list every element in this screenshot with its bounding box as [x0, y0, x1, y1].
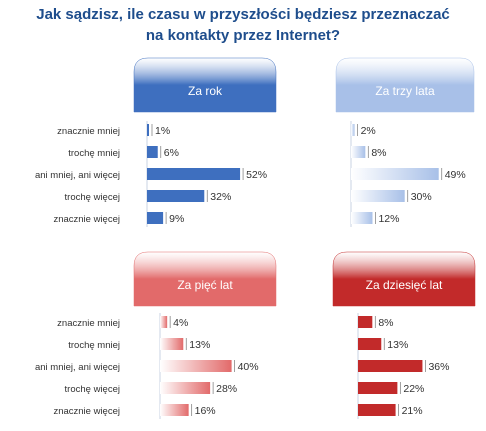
- chart-title-line2: na kontakty przez Internet?: [145, 27, 341, 44]
- bar-troche-wiecej: [147, 190, 205, 202]
- bar-znacznie-wiecej: [160, 404, 189, 416]
- panel-title-za-trzy-lata: Za trzy lata: [375, 84, 435, 98]
- panel-za-trzy-lata: Za trzy lata 2% 8% 49% 30% 12%: [335, 57, 475, 227]
- bar-znacznie-mniej: [147, 124, 149, 136]
- chart-title-line1: Jak sądzisz, ile czasu w przyszłości będ…: [36, 6, 450, 23]
- value-label: 40%: [238, 361, 259, 373]
- panel-header-za-rok: [133, 57, 277, 113]
- bar-znacznie-mniej: [358, 316, 373, 328]
- value-label: 12%: [378, 213, 399, 225]
- category-label: znacznie mniej: [57, 126, 120, 137]
- category-label: znacznie mniej: [57, 318, 120, 329]
- panel-title-za-dziesiec-lat: Za dziesięć lat: [366, 278, 443, 292]
- panel-za-piec-lat: Za pięć lat znacznie mniej 4% trochę mniej 1…: [35, 251, 277, 419]
- bar-troche-wiecej: [160, 382, 211, 394]
- category-label: trochę więcej: [65, 384, 120, 395]
- panel-za-rok: Za rok znacznie mniej 1% trochę mniej 6% ani …: [35, 57, 277, 227]
- value-label: 8%: [371, 147, 386, 159]
- bar-troche-mniej: [358, 338, 382, 350]
- value-label: 30%: [411, 191, 432, 203]
- bar-znacznie-wiecej: [147, 212, 164, 224]
- category-label: ani mniej, ani więcej: [35, 362, 120, 373]
- panel-za-dziesiec-lat: Za dziesięć lat 8% 13% 36% 22% 21%: [332, 251, 476, 419]
- bar-znacznie-mniej: [351, 124, 355, 136]
- value-label: 49%: [445, 169, 466, 181]
- panel-title-za-rok: Za rok: [188, 84, 223, 98]
- value-label: 28%: [216, 383, 237, 395]
- value-label: 9%: [169, 213, 184, 225]
- chart-title: Jak sądzisz, ile czasu w przyszłości będ…: [0, 4, 486, 46]
- category-label: znacznie więcej: [53, 214, 120, 225]
- value-label: 16%: [195, 405, 216, 417]
- bar-troche-wiecej: [351, 190, 405, 202]
- value-label: 36%: [428, 361, 449, 373]
- bar-znacznie-mniej: [160, 316, 168, 328]
- category-label: trochę więcej: [65, 192, 120, 203]
- value-label: 1%: [155, 125, 170, 137]
- value-label: 32%: [210, 191, 231, 203]
- value-label: 13%: [387, 339, 408, 351]
- value-label: 52%: [246, 169, 267, 181]
- category-label: znacznie więcej: [53, 406, 120, 417]
- category-label: trochę mniej: [68, 148, 120, 159]
- bar-troche-mniej: [160, 338, 184, 350]
- value-label: 8%: [378, 317, 393, 329]
- bar-troche-mniej: [351, 146, 366, 158]
- bar-ani-mniej-ani-wiecej: [160, 360, 232, 372]
- bar-ani-mniej-ani-wiecej: [147, 168, 241, 180]
- panel-header-za-piec-lat: [133, 251, 277, 307]
- value-label: 6%: [164, 147, 179, 159]
- panel-header-za-dziesiec-lat: [332, 251, 476, 307]
- bar-ani-mniej-ani-wiecej: [358, 360, 423, 372]
- value-label: 13%: [189, 339, 210, 351]
- panel-header-za-trzy-lata: [335, 57, 475, 113]
- category-label: ani mniej, ani więcej: [35, 170, 120, 181]
- bar-troche-mniej: [147, 146, 158, 158]
- bar-troche-wiecej: [358, 382, 398, 394]
- value-label: 4%: [173, 317, 188, 329]
- value-label: 2%: [361, 125, 376, 137]
- bar-znacznie-wiecej: [351, 212, 373, 224]
- bar-ani-mniej-ani-wiecej: [351, 168, 439, 180]
- bar-znacznie-wiecej: [358, 404, 396, 416]
- value-label: 21%: [402, 405, 423, 417]
- panel-title-za-piec-lat: Za pięć lat: [177, 278, 233, 292]
- value-label: 22%: [403, 383, 424, 395]
- category-label: trochę mniej: [68, 340, 120, 351]
